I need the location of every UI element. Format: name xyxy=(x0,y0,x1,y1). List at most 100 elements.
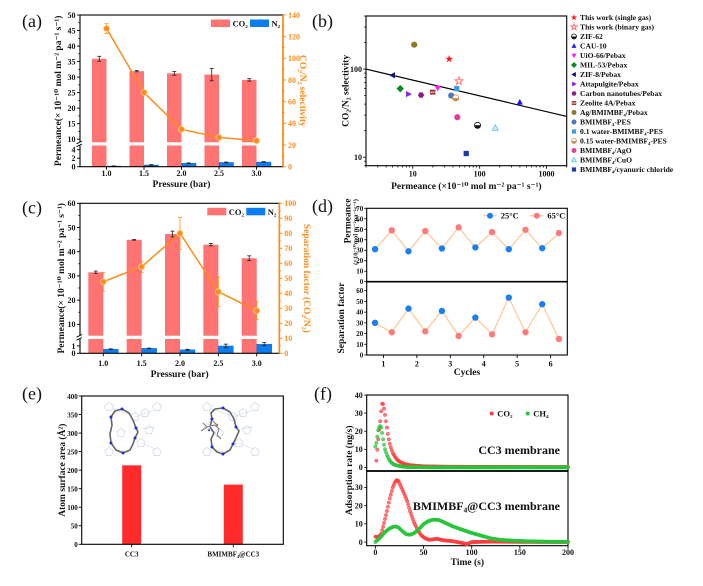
legend-swatch xyxy=(207,207,227,216)
axis-break-gap xyxy=(77,142,82,146)
bar xyxy=(223,484,243,545)
lattice-bond xyxy=(134,410,154,418)
y-tick-label: 20 xyxy=(68,104,76,113)
y2-tick-label: 100 xyxy=(284,199,296,208)
lattice-ring xyxy=(234,438,244,447)
y-tick-label: 1 xyxy=(72,342,76,351)
y2-tick-label: 70 xyxy=(284,244,292,253)
y-tick-label: 10 xyxy=(355,520,363,529)
error-bar xyxy=(97,55,102,62)
plot-area xyxy=(92,55,272,167)
legend-marker xyxy=(572,81,577,87)
y-tick-label: 30 xyxy=(356,319,364,327)
lattice-ring xyxy=(152,447,162,456)
y-tick-label: 25 xyxy=(68,88,76,97)
legend-marker xyxy=(525,411,530,416)
bar xyxy=(241,255,257,354)
lattice-ring xyxy=(152,402,162,411)
axis-break-stroke xyxy=(76,334,83,338)
legend: CO₂ N₂ xyxy=(207,207,277,217)
y2-tick-label: 60 xyxy=(288,97,296,106)
legend: This work (single gas)This work (binary … xyxy=(569,13,674,174)
data-point xyxy=(555,335,563,343)
nitrogen-atom xyxy=(109,441,113,445)
legend-item: 25°C xyxy=(483,211,519,221)
bar xyxy=(218,161,234,167)
x-axis: 10 100 1000 xyxy=(365,165,568,179)
data-point xyxy=(516,98,523,105)
data-point xyxy=(405,499,410,503)
x-tick-label: 1.0 xyxy=(98,359,108,368)
legend-marker xyxy=(571,33,577,40)
legend-item: This work (single gas) xyxy=(570,13,652,22)
y-tick-label: 150 xyxy=(67,485,78,493)
y2-tick-label: 20 xyxy=(288,141,296,150)
data-point xyxy=(178,125,185,133)
error-bar xyxy=(261,161,266,163)
error-bar xyxy=(134,70,139,73)
x-axis-title: Permeance (×10⁻¹⁰ mol m⁻² pa⁻¹ s⁻¹) xyxy=(391,181,542,192)
y2-tick-label: 90 xyxy=(284,214,292,223)
x-tick-label: 1.0 xyxy=(102,169,112,178)
y-tick-label: 70 xyxy=(356,205,364,213)
y-tick-label: 60 xyxy=(68,199,76,208)
y-tick-label: 35 xyxy=(68,57,76,66)
legend-marker xyxy=(571,138,577,144)
bar xyxy=(218,343,234,354)
y2-tick-label: 30 xyxy=(284,304,292,313)
data-point xyxy=(434,85,441,92)
data-point xyxy=(411,41,418,48)
error-bar xyxy=(185,348,190,351)
data-point xyxy=(388,227,395,234)
legend-item: BMIMBF₄/AgO xyxy=(571,146,632,155)
data-point xyxy=(454,85,460,92)
y-tick-label: 4 xyxy=(72,146,76,155)
ionic-liquid-bond xyxy=(216,434,222,440)
error-bar xyxy=(224,161,229,164)
legend-marker xyxy=(570,156,578,163)
x-tick-label: 100 xyxy=(474,170,486,179)
data-point xyxy=(472,244,479,251)
data-point xyxy=(176,229,184,237)
cc3-cage-structure-inset xyxy=(104,402,162,456)
ch4-series-points xyxy=(373,517,570,544)
bar-lower-segment xyxy=(167,145,182,167)
lattice-ring xyxy=(242,425,252,434)
right-axis: 0 10 20 30 40 50 60 70 80 90 100 xyxy=(279,199,296,358)
data-point xyxy=(383,517,387,521)
data-point xyxy=(385,431,390,436)
ch4-series-points xyxy=(373,424,570,470)
legend-item: ZIF-62 xyxy=(571,32,603,41)
x-tick-label: 200 xyxy=(562,548,574,557)
x-tick-label: 10 xyxy=(409,170,417,179)
legend-item: Zeolite 4A/Pebax xyxy=(571,99,636,108)
data-point xyxy=(388,492,393,497)
data-point xyxy=(99,278,107,286)
data-point xyxy=(405,248,412,255)
y2-tick-label: 0 xyxy=(288,163,292,172)
data-point xyxy=(386,500,391,505)
legend-item: N₂ xyxy=(250,19,281,29)
data-point xyxy=(522,226,529,233)
y-tick-label: 50 xyxy=(68,11,76,20)
lattice-ring xyxy=(144,425,154,434)
data-point xyxy=(374,458,379,463)
error-bar xyxy=(172,71,177,76)
legend-label: UiO-66/Pebax xyxy=(580,51,626,60)
bar xyxy=(203,243,219,354)
legend-label: CO₂ xyxy=(497,409,513,419)
y-tick-label: 20 xyxy=(355,427,363,436)
x-tick-label: 0 xyxy=(373,548,377,557)
data-point xyxy=(385,504,390,509)
data-point xyxy=(474,121,482,129)
y2-tick-label: 20 xyxy=(284,319,292,328)
legend-item: UiO-66/Pebax xyxy=(571,51,626,60)
data-point xyxy=(138,263,146,271)
y-tick-label: 10 xyxy=(68,320,76,329)
data-point xyxy=(488,228,496,236)
co2-bar-series xyxy=(88,230,257,354)
y-tick-label: 30 xyxy=(355,483,363,492)
nitrogen-atom xyxy=(221,406,225,410)
y2-axis-title: Separation factor (CO₂/N₂) xyxy=(301,224,312,333)
data-point xyxy=(452,94,460,102)
